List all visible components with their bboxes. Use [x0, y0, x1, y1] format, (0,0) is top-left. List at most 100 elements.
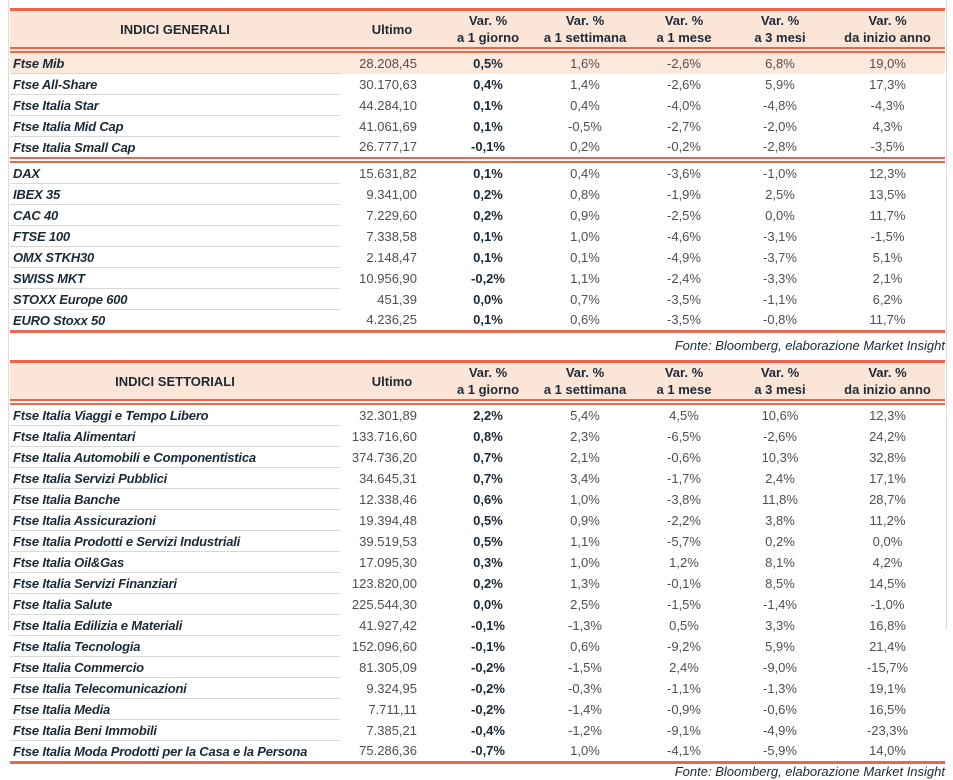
var-pct-value: 0,1% [444, 94, 532, 116]
var-pct-value: 12,3% [830, 157, 945, 184]
var-pct-value: 3,3% [730, 614, 830, 636]
table-row: Ftse Italia Star 44.284,10 0,1% 0,4% -4,0% -4… [10, 94, 945, 116]
var-pct-value: 0,4% [444, 73, 532, 95]
var-pct-value: -1,0% [830, 593, 945, 615]
var-pct-value: 1,1% [532, 530, 638, 552]
var-pct-value: -0,9% [638, 698, 730, 720]
var-pct-value: 0,6% [444, 488, 532, 510]
var-pct-value: -9,1% [638, 719, 730, 741]
var-pct-value: 17,3% [830, 73, 945, 95]
var-pct-value: -1,5% [830, 225, 945, 247]
index-name: Ftse Italia Beni Immobili [10, 719, 340, 741]
var-pct-value: -3,8% [638, 488, 730, 510]
header-row: INDICI GENERALI Ultimo Var. % a 1 giorno… [10, 8, 945, 53]
index-name: SWISS MKT [10, 267, 340, 289]
ultimo-value: 15.631,82 [340, 157, 444, 184]
var-pct-value: -1,4% [532, 698, 638, 720]
table-row: Ftse All-Share 30.170,63 0,4% 1,4% -2,6% 5,9%… [10, 73, 945, 95]
var-pct-value: -1,3% [532, 614, 638, 636]
ultimo-value: 39.519,53 [340, 530, 444, 552]
var-pct-value: 0,1% [532, 246, 638, 268]
column-header-var-3-mesi: Var. % a 3 mesi [730, 360, 830, 405]
var-pct-value: 0,1% [444, 115, 532, 137]
var-pct-value: 2,1% [532, 446, 638, 468]
var-pct-value: -0,1% [444, 614, 532, 636]
ultimo-value: 17.095,30 [340, 551, 444, 573]
index-name: Ftse Italia Alimentari [10, 425, 340, 447]
var-pct-value: 11,2% [830, 509, 945, 531]
index-name: CAC 40 [10, 204, 340, 226]
var-pct-value: 0,7% [532, 288, 638, 310]
table-row: Ftse Italia Servizi Finanziari 123.820,00… [10, 572, 945, 594]
index-name: Ftse Italia Automobili e Componentistica [10, 446, 340, 468]
table-row: Ftse Italia Oil&Gas 17.095,30 0,3% 1,0% 1,2%… [10, 551, 945, 573]
column-header-var-1-settimana: Var. % a 1 settimana [532, 360, 638, 405]
var-pct-value: 2,5% [532, 593, 638, 615]
var-pct-value: -2,6% [730, 425, 830, 447]
index-name: FTSE 100 [10, 225, 340, 247]
index-name: Ftse Italia Salute [10, 593, 340, 615]
table-row: Ftse Italia Servizi Pubblici 34.645,31 0,7… [10, 467, 945, 489]
var-pct-value: 3,8% [730, 509, 830, 531]
var-pct-value: -1,1% [730, 288, 830, 310]
header-row: INDICI SETTORIALI Ultimo Var. % a 1 gior… [10, 360, 945, 405]
index-name: Ftse Italia Media [10, 698, 340, 720]
var-pct-value: 0,1% [444, 157, 532, 184]
var-pct-value: -1,5% [532, 656, 638, 678]
var-pct-value: -1,7% [638, 467, 730, 489]
var-pct-value: 2,5% [730, 183, 830, 205]
var-pct-value: 0,2% [730, 530, 830, 552]
var-pct-value: -3,5% [638, 288, 730, 310]
var-pct-value: 11,7% [830, 309, 945, 333]
index-name: Ftse Italia Mid Cap [10, 115, 340, 137]
var-pct-value: -9,2% [638, 635, 730, 657]
var-pct-value: 0,5% [444, 530, 532, 552]
var-pct-value: 0,8% [444, 425, 532, 447]
ultimo-value: 7.338,58 [340, 225, 444, 247]
index-name: Ftse Mib [10, 50, 340, 74]
var-pct-value: 1,0% [532, 488, 638, 510]
report-page: INDICI GENERALI Ultimo Var. % a 1 giorno… [10, 8, 945, 780]
var-pct-value: -23,3% [830, 719, 945, 741]
var-pct-value: 1,6% [532, 50, 638, 74]
index-name: Ftse Italia Prodotti e Servizi Industria… [10, 530, 340, 552]
table-row: Ftse Italia Assicurazioni 19.394,48 0,5% 0,… [10, 509, 945, 531]
var-pct-value: 5,4% [532, 402, 638, 426]
index-name: Ftse Italia Assicurazioni [10, 509, 340, 531]
index-name: EURO Stoxx 50 [10, 309, 340, 333]
table-row: Ftse Italia Commercio 81.305,09 -0,2% -1,5%… [10, 656, 945, 678]
ultimo-value: 26.777,17 [340, 136, 444, 160]
var-pct-value: 0,6% [532, 309, 638, 333]
var-pct-value: -0,2% [444, 698, 532, 720]
table-row: Ftse Mib 28.208,45 0,5% 1,6% -2,6% 6,8% 19,0% [10, 50, 945, 74]
table-row: CAC 40 7.229,60 0,2% 0,9% -2,5% 0,0% 11,7% [10, 204, 945, 226]
var-pct-value: 0,0% [444, 593, 532, 615]
var-pct-value: -3,7% [730, 246, 830, 268]
table-row: STOXX Europe 600 451,39 0,0% 0,7% -3,5% -1,1%… [10, 288, 945, 310]
var-pct-value: -4,6% [638, 225, 730, 247]
index-name: DAX [10, 157, 340, 184]
var-pct-value: -1,2% [532, 719, 638, 741]
var-pct-value: 0,7% [444, 446, 532, 468]
table-row: Ftse Italia Automobili e Componentistica… [10, 446, 945, 468]
var-pct-value: -2,4% [638, 267, 730, 289]
var-pct-value: 2,4% [730, 467, 830, 489]
ultimo-value: 7.229,60 [340, 204, 444, 226]
table-row: Ftse Italia Telecomunicazioni 9.324,95 -0,… [10, 677, 945, 699]
table-row: Ftse Italia Edilizia e Materiali 41.927,4… [10, 614, 945, 636]
var-pct-value: -0,1% [444, 136, 532, 160]
var-pct-value: -0,1% [638, 572, 730, 594]
index-name: Ftse Italia Moda Prodotti per la Casa e … [10, 740, 340, 764]
index-name: Ftse Italia Banche [10, 488, 340, 510]
var-pct-value: 1,2% [638, 551, 730, 573]
table-title: INDICI GENERALI [10, 8, 340, 53]
ultimo-value: 152.096,60 [340, 635, 444, 657]
var-pct-value: 0,5% [444, 509, 532, 531]
var-pct-value: -2,6% [638, 73, 730, 95]
table-row: Ftse Italia Alimentari 133.716,60 0,8% 2,3%… [10, 425, 945, 447]
var-pct-value: 2,2% [444, 402, 532, 426]
var-pct-value: -1,0% [730, 157, 830, 184]
var-pct-value: 0,4% [532, 157, 638, 184]
var-pct-value: 0,3% [444, 551, 532, 573]
table-row: Ftse Italia Media 7.711,11 -0,2% -1,4% -0,9%… [10, 698, 945, 720]
